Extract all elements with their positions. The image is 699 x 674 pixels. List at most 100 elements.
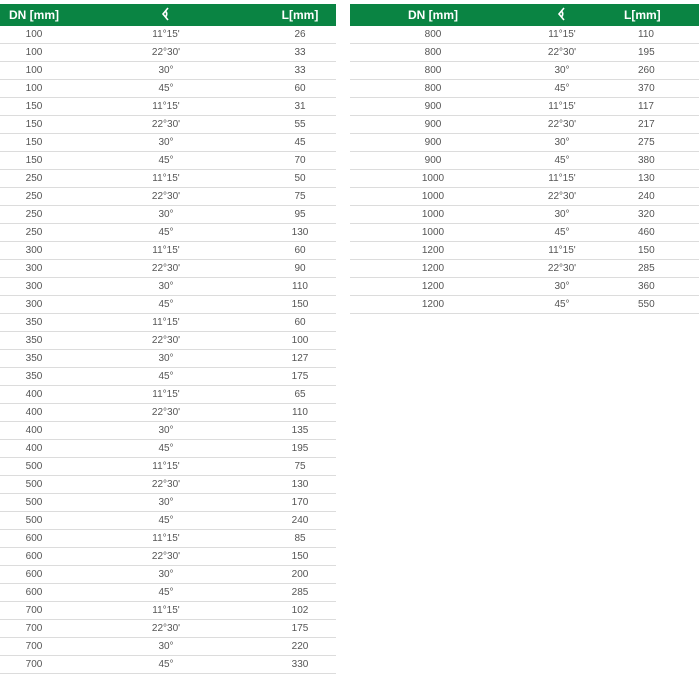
angle-cell: 22°30' xyxy=(516,43,608,62)
angle-cell: 45° xyxy=(68,223,264,242)
dn-cell: 350 xyxy=(0,313,68,332)
length-cell: 26 xyxy=(264,26,336,44)
table-row: 100 11°15' 26 xyxy=(0,26,336,44)
table-row: 800 30° 260 xyxy=(350,61,699,80)
table-row: 250 22°30' 75 xyxy=(0,187,336,206)
length-cell: 117 xyxy=(608,97,699,116)
table-row: 1200 45° 550 xyxy=(350,295,699,314)
dn-cell: 700 xyxy=(0,601,68,620)
dn-cell: 250 xyxy=(0,205,68,224)
length-cell: 100 xyxy=(264,331,336,350)
angle-cell: 45° xyxy=(516,295,608,314)
length-cell: 110 xyxy=(264,277,336,296)
angle-cell: 22°30' xyxy=(68,331,264,350)
dn-cell: 300 xyxy=(0,259,68,278)
table-row: 500 22°30' 130 xyxy=(0,475,336,494)
table-row: 100 45° 60 xyxy=(0,79,336,98)
angle-cell: 45° xyxy=(516,223,608,242)
dn-cell: 150 xyxy=(0,151,68,170)
length-cell: 370 xyxy=(608,79,699,98)
dn-cell: 800 xyxy=(350,43,516,62)
dn-cell: 500 xyxy=(0,475,68,494)
table-row: 700 30° 220 xyxy=(0,637,336,656)
dn-cell: 800 xyxy=(350,61,516,80)
dn-cell: 150 xyxy=(0,115,68,134)
dn-cell: 300 xyxy=(0,295,68,314)
angle-cell: 45° xyxy=(68,583,264,602)
length-cell: 110 xyxy=(264,403,336,422)
angle-cell: 11°15' xyxy=(68,385,264,404)
angle-cell: 30° xyxy=(68,421,264,440)
length-cell: 90 xyxy=(264,259,336,278)
header-dn: DN [mm] xyxy=(0,4,68,26)
dn-cell: 800 xyxy=(350,79,516,98)
length-cell: 240 xyxy=(608,187,699,206)
header-dn: DN [mm] xyxy=(350,4,516,26)
dn-cell: 500 xyxy=(0,457,68,476)
table-row: 1000 11°15' 130 xyxy=(350,169,699,188)
table-row: 800 11°15' 110 xyxy=(350,26,699,44)
length-cell: 60 xyxy=(264,79,336,98)
table-row: 600 45° 285 xyxy=(0,583,336,602)
dn-cell: 100 xyxy=(0,79,68,98)
length-cell: 260 xyxy=(608,61,699,80)
length-cell: 330 xyxy=(264,655,336,674)
dn-cell: 500 xyxy=(0,511,68,530)
length-cell: 55 xyxy=(264,115,336,134)
length-cell: 65 xyxy=(264,385,336,404)
table-row: 1000 22°30' 240 xyxy=(350,187,699,206)
length-cell: 95 xyxy=(264,205,336,224)
angle-cell: 30° xyxy=(516,133,608,152)
length-cell: 135 xyxy=(264,421,336,440)
angle-cell: 11°15' xyxy=(516,97,608,116)
table-row: 900 30° 275 xyxy=(350,133,699,152)
angle-cell: 22°30' xyxy=(68,475,264,494)
dn-cell: 300 xyxy=(0,277,68,296)
length-cell: 285 xyxy=(608,259,699,278)
table-row: 350 30° 127 xyxy=(0,349,336,368)
angle-cell: 22°30' xyxy=(68,619,264,638)
dn-cell: 150 xyxy=(0,133,68,152)
table-row: 600 22°30' 150 xyxy=(0,547,336,566)
length-cell: 460 xyxy=(608,223,699,242)
dn-cell: 350 xyxy=(0,349,68,368)
length-cell: 130 xyxy=(264,475,336,494)
length-cell: 175 xyxy=(264,619,336,638)
angle-cell: 45° xyxy=(68,79,264,98)
length-cell: 285 xyxy=(264,583,336,602)
dn-cell: 1200 xyxy=(350,295,516,314)
dn-cell: 350 xyxy=(0,367,68,386)
length-cell: 60 xyxy=(264,313,336,332)
dn-cell: 700 xyxy=(0,655,68,674)
dn-cell: 400 xyxy=(0,421,68,440)
length-cell: 150 xyxy=(264,547,336,566)
table-row: 150 45° 70 xyxy=(0,151,336,170)
table-row: 900 22°30' 217 xyxy=(350,115,699,134)
table-row: 350 45° 175 xyxy=(0,367,336,386)
dn-cell: 600 xyxy=(0,529,68,548)
dn-cell: 350 xyxy=(0,331,68,350)
dn-cell: 300 xyxy=(0,241,68,260)
dn-cell: 1200 xyxy=(350,277,516,296)
length-cell: 85 xyxy=(264,529,336,548)
length-cell: 195 xyxy=(264,439,336,458)
angle-cell: 11°15' xyxy=(516,241,608,260)
angle-cell: 11°15' xyxy=(68,169,264,188)
table-row: 800 45° 370 xyxy=(350,79,699,98)
table-row: 350 11°15' 60 xyxy=(0,313,336,332)
dn-cell: 1000 xyxy=(350,187,516,206)
dn-cell: 800 xyxy=(350,26,516,44)
dn-cell: 100 xyxy=(0,61,68,80)
table-row: 700 45° 330 xyxy=(0,655,336,674)
angle-cell: 45° xyxy=(68,439,264,458)
angle-cell: 45° xyxy=(68,151,264,170)
angle-icon xyxy=(516,4,608,26)
length-cell: 200 xyxy=(264,565,336,584)
length-cell: 50 xyxy=(264,169,336,188)
angle-cell: 45° xyxy=(516,151,608,170)
angle-cell: 30° xyxy=(68,637,264,656)
angle-cell: 22°30' xyxy=(68,115,264,134)
length-cell: 33 xyxy=(264,61,336,80)
dn-cell: 600 xyxy=(0,547,68,566)
table-row: 600 11°15' 85 xyxy=(0,529,336,548)
